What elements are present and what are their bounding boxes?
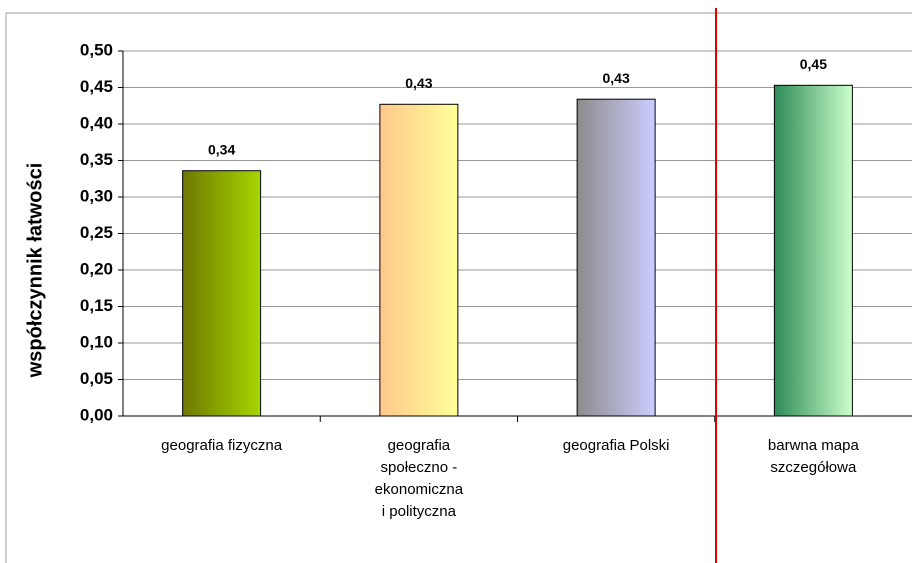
value-label: 0,34 bbox=[208, 141, 235, 157]
y-tick-label: 0,35 bbox=[80, 150, 113, 169]
y-tick-label: 0,05 bbox=[80, 369, 113, 388]
y-tick-label: 0,50 bbox=[80, 40, 113, 59]
x-tick-label: barwna mapa szczegółowa bbox=[768, 437, 860, 476]
y-tick-label: 0,40 bbox=[80, 113, 113, 132]
y-tick-label: 0,15 bbox=[80, 296, 113, 315]
x-tick-label: geografia społeczno -ekonomiczna i polityc… bbox=[375, 437, 464, 520]
value-label: 0,43 bbox=[603, 70, 630, 86]
y-tick-label: 0,00 bbox=[80, 405, 113, 424]
value-label: 0,43 bbox=[405, 75, 432, 91]
x-tick-label: geografia fizyczna bbox=[161, 437, 283, 454]
y-tick-label: 0,25 bbox=[80, 223, 113, 242]
value-label: 0,45 bbox=[800, 56, 827, 72]
y-tick-label: 0,20 bbox=[80, 259, 113, 278]
bar bbox=[773, 84, 853, 417]
y-tick-label: 0,45 bbox=[80, 77, 113, 96]
bar bbox=[182, 170, 262, 417]
x-tick-label: geografia Polski bbox=[563, 437, 670, 454]
bar bbox=[379, 103, 459, 417]
y-tick-label: 0,30 bbox=[80, 186, 113, 205]
bar bbox=[576, 98, 656, 417]
y-tick-label: 0,10 bbox=[80, 332, 113, 351]
y-axis-label: współczynnik łatwości bbox=[24, 163, 46, 379]
